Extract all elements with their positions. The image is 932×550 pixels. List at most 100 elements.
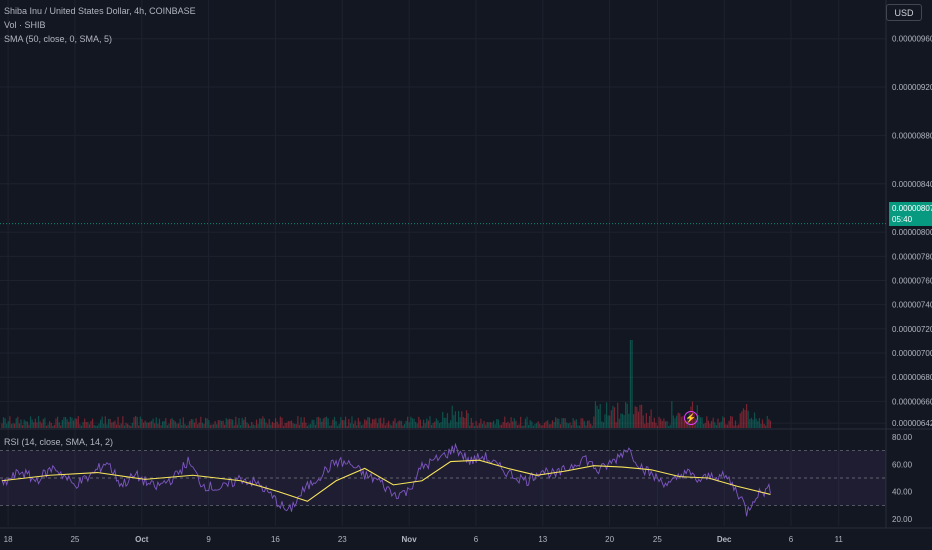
volume-bar: [545, 421, 547, 428]
volume-bar: [158, 418, 161, 428]
volume-bar: [392, 420, 394, 428]
volume-bar: [61, 419, 63, 428]
volume-bar: [518, 424, 520, 428]
volume-bar: [550, 424, 552, 428]
volume-bar: [661, 420, 663, 428]
volume-bar: [620, 413, 622, 428]
time-axis[interactable]: 18 25 Oct 9 16 23 Nov 6 13 20 25 Dec 6 11: [0, 527, 932, 550]
volume-bar: [171, 418, 173, 428]
volume-bar: [9, 416, 11, 428]
volume-bar: [628, 413, 630, 428]
volume-bar: [488, 422, 490, 428]
volume-bar: [563, 418, 565, 428]
volume-bar: [569, 422, 571, 428]
volume-bar: [57, 416, 59, 428]
volume-bar: [50, 423, 52, 428]
volume-bar: [395, 423, 398, 428]
volume-bar: [90, 420, 92, 428]
volume-bar: [722, 416, 724, 428]
volume-bar: [389, 424, 391, 428]
volume-bar: [742, 408, 745, 428]
volume-bar: [731, 416, 733, 428]
volume-bar: [52, 425, 54, 428]
volume-legend[interactable]: Vol · SHIB: [4, 20, 46, 30]
volume-bar: [422, 419, 425, 428]
volume-bar: [247, 424, 250, 428]
volume-bar: [259, 418, 261, 428]
volume-bar: [640, 404, 643, 428]
volume-bar: [410, 416, 412, 428]
symbol-title[interactable]: Shiba Inu / United States Dollar, 4h, CO…: [4, 6, 196, 16]
volume-bar: [103, 423, 105, 428]
volume-bar: [284, 423, 286, 428]
volume-bar: [480, 418, 482, 428]
volume-bar: [168, 423, 170, 428]
volume-bar: [615, 422, 617, 428]
rsi-legend[interactable]: RSI (14, close, SMA, 14, 2): [4, 437, 114, 447]
volume-bar: [6, 423, 8, 428]
volume-bar: [475, 420, 477, 428]
volume-bar: [645, 413, 647, 428]
volume-bar: [92, 418, 94, 428]
volume-bar: [286, 422, 288, 428]
volume-bar: [150, 420, 153, 428]
volume-bar: [335, 420, 337, 428]
volume-bar: [275, 418, 277, 428]
volume-bar: [613, 407, 616, 428]
volume-bar: [174, 421, 176, 428]
volume-bar: [160, 425, 162, 428]
volume-bar: [29, 416, 32, 428]
volume-bar: [540, 425, 542, 428]
volume-bar: [162, 421, 164, 428]
lightning-icon[interactable]: ⚡: [684, 411, 698, 425]
volume-bar: [524, 418, 527, 428]
volume-bar: [354, 420, 356, 428]
volume-bar: [679, 413, 681, 428]
volume-bar: [216, 424, 218, 428]
candle-countdown: 05:40: [892, 215, 913, 224]
currency-button[interactable]: USD: [886, 4, 922, 21]
volume-bar: [602, 422, 604, 428]
volume-bar: [372, 418, 374, 428]
volume-bar: [42, 419, 44, 428]
volume-bar: [507, 421, 509, 428]
volume-bar: [481, 424, 484, 428]
volume-bar: [715, 425, 717, 428]
sma-line: [0, 223, 886, 225]
volume-bar: [450, 420, 452, 428]
volume-bar: [556, 418, 558, 428]
volume-bar: [246, 422, 248, 428]
volume-bar: [273, 423, 275, 428]
volume-bar: [294, 423, 296, 428]
volume-bar: [28, 424, 30, 428]
volume-bar: [485, 424, 487, 428]
volume-bar: [324, 417, 326, 428]
volume-bar: [461, 411, 463, 428]
volume-bar: [583, 421, 585, 428]
price-tick-label: 0.00000680: [892, 373, 932, 382]
volume-bar: [752, 419, 754, 428]
volume-bar: [567, 423, 569, 428]
volume-bar: [668, 425, 670, 428]
volume-bar: [499, 424, 501, 428]
volume-bar: [416, 423, 418, 428]
price-tick-label: 0.00000920: [892, 83, 932, 92]
volume-bar: [497, 419, 499, 428]
volume-bar: [438, 423, 441, 428]
rsi-pane: [0, 442, 886, 517]
volume-bar: [717, 418, 719, 428]
volume-bar: [768, 419, 770, 428]
volume-bar: [349, 423, 351, 428]
rsi-axis[interactable]: 80.00 60.00 40.00 20.00: [892, 433, 913, 524]
price-axis[interactable]: 0.00000960 0.00000920 0.00000880 0.00000840…: [892, 35, 932, 428]
volume-bar: [292, 423, 294, 428]
volume-bar: [208, 420, 210, 428]
sma-legend[interactable]: SMA (50, close, 0, SMA, 5): [4, 34, 113, 44]
volume-bar: [655, 422, 657, 428]
volume-bar: [193, 422, 196, 428]
volume-bar: [397, 421, 399, 428]
volume-bar: [133, 417, 135, 428]
volume-bar: [271, 421, 274, 428]
volume-bar: [456, 421, 458, 428]
